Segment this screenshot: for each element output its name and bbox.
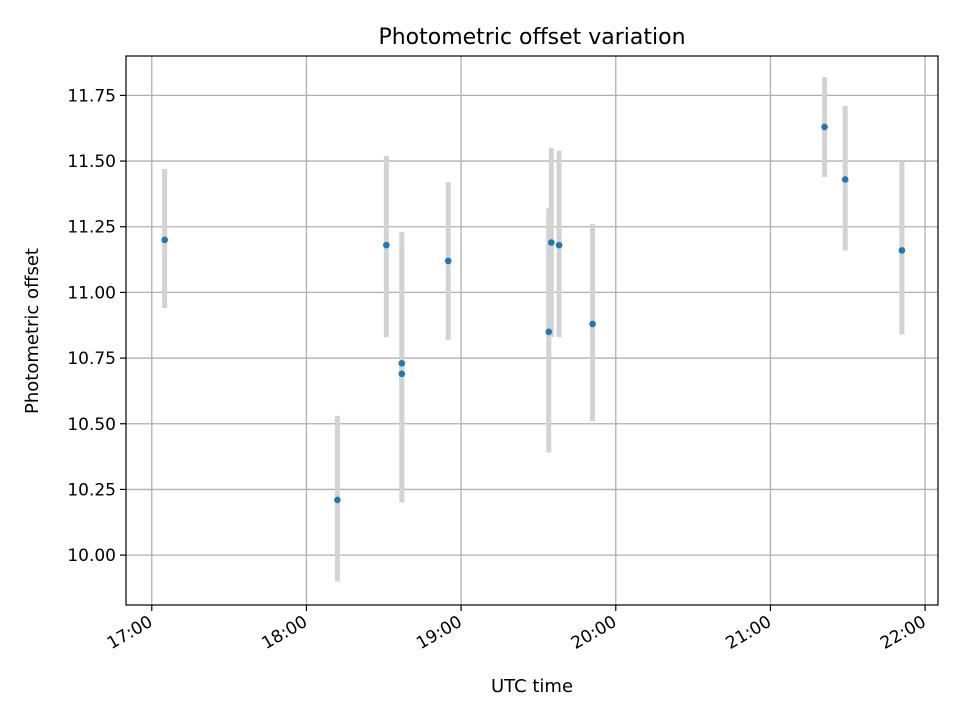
x-tick-label: 21:00 [723,612,775,654]
data-points [161,123,906,504]
y-tick-label: 11.00 [67,283,116,303]
y-axis: 10.00 10.25 10.50 10.75 11.00 11.25 11.50 11.75 [67,86,126,566]
x-tick-label: 22:00 [877,612,929,654]
data-point [383,241,390,249]
y-tick-label: 10.25 [67,480,116,500]
x-axis: 17:00 18:00 19:00 20:00 21:00 22:00 [104,605,930,654]
data-point [444,257,452,265]
data-point [545,328,553,336]
grid [126,56,938,605]
x-tick-label: 17:00 [104,612,156,654]
y-tick-label: 10.00 [67,546,116,566]
data-point [334,496,341,504]
y-tick-label: 11.50 [67,152,116,172]
y-tick-label: 10.75 [67,349,116,369]
data-point [821,123,828,131]
data-point [898,247,906,254]
x-axis-label: UTC time [491,676,573,697]
y-axis-label: Photometric offset [22,248,43,414]
data-point [589,320,596,328]
data-point [555,241,563,249]
x-tick-label: 19:00 [413,612,465,654]
data-point [841,176,849,183]
y-tick-label: 10.50 [67,415,116,435]
x-tick-label: 18:00 [259,612,311,654]
data-point [398,360,406,367]
plot-frame [125,55,939,606]
y-tick-label: 11.25 [67,218,116,238]
data-point [398,370,406,378]
y-tick-label: 11.75 [67,86,116,106]
error-bars [162,77,905,582]
data-point [548,239,555,246]
data-point [161,236,168,244]
chart-title: Photometric offset variation [378,25,685,50]
x-tick-label: 20:00 [568,612,620,654]
